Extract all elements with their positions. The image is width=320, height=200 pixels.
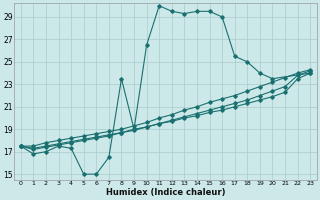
X-axis label: Humidex (Indice chaleur): Humidex (Indice chaleur) bbox=[106, 188, 225, 197]
